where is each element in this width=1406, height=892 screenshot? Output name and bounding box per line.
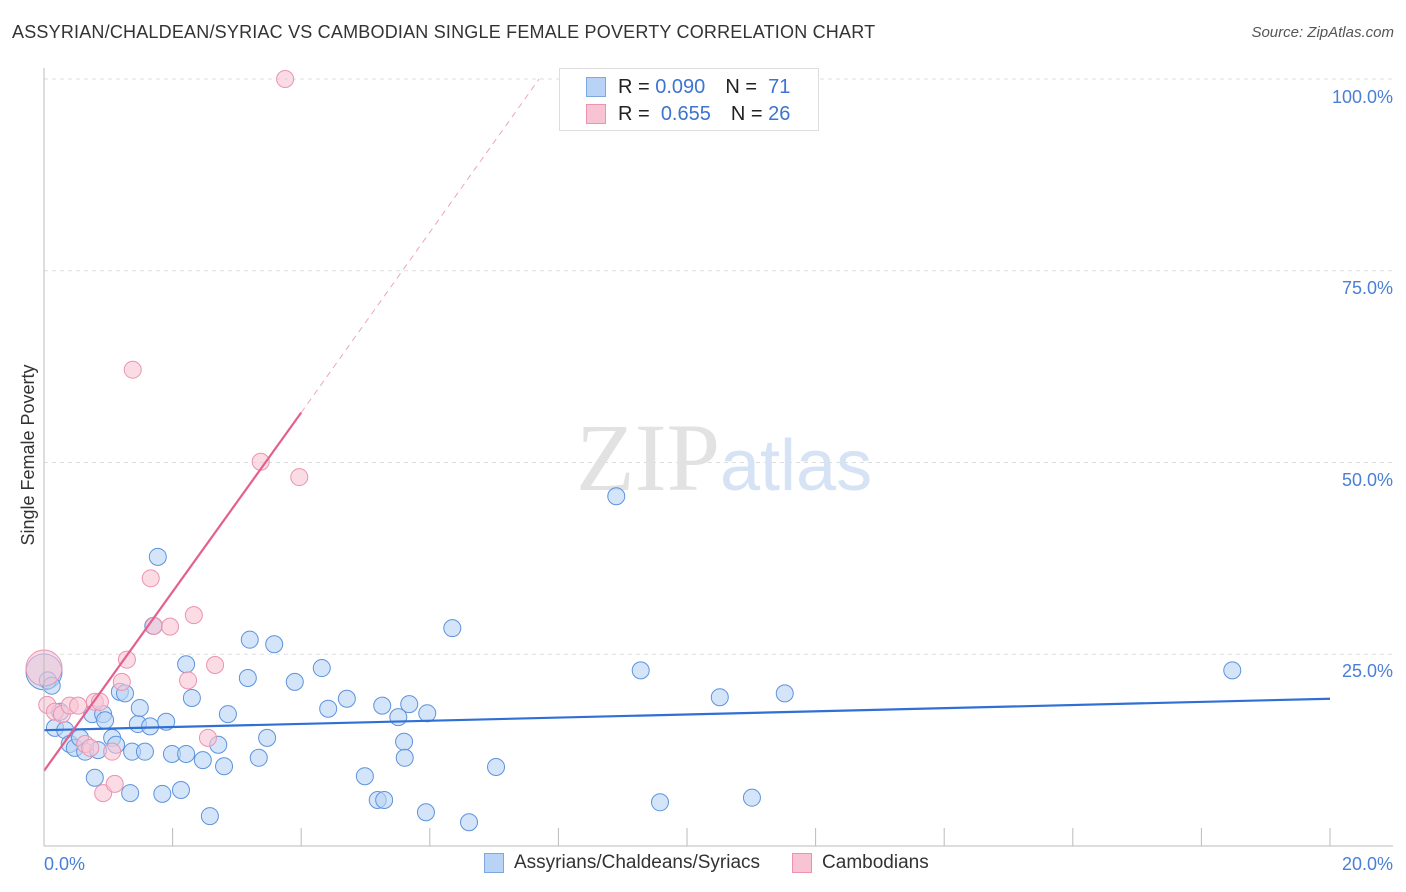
stats-legend: R = 0.090 N = 71 R = 0.655 N = 26 [559,68,819,131]
series-legend: Assyrians/Chaldeans/Syriacs Cambodians [484,852,929,874]
data-point [631,661,650,680]
data-point [200,807,219,826]
data-point [337,689,356,708]
data-point [177,655,196,674]
x-tick-label-max: 20.0% [1342,854,1393,874]
data-point [96,711,115,730]
legend-row-assyrians: R = 0.090 N = 71 [586,74,790,100]
data-point [177,744,196,763]
data-point [81,738,100,757]
r-value: 0.090 [655,75,706,98]
data-point [650,793,669,812]
legend-row-cambodians: R = 0.655 N = 26 [586,101,790,127]
data-point [112,672,131,691]
data-point [184,606,203,625]
data-point [123,360,142,379]
data-point [238,669,257,688]
r-label: R = [618,102,650,125]
data-point [206,655,225,674]
data-point [135,742,154,761]
blue-swatch-icon [586,77,606,97]
series-cambodians [25,70,309,803]
trend-line-1 [43,412,303,772]
r-value: 0.655 [660,102,711,125]
legend-label-assyrians: Assyrians/Chaldeans/Syriacs [514,852,761,873]
data-point [182,688,201,707]
data-point [117,650,136,669]
data-point [198,728,217,747]
data-point [607,487,626,506]
n-label: N = [725,75,757,98]
r-label: R = [618,75,650,98]
blue-swatch-icon [484,853,504,873]
axes [43,68,1393,847]
trend-lines [43,78,1331,772]
data-point [276,70,295,88]
trend-line-0 [43,697,1331,732]
data-point [258,728,277,747]
n-value: 71 [768,75,791,98]
data-point [153,784,172,803]
pink-swatch-icon [586,104,606,124]
data-point [742,788,761,807]
data-point [443,619,462,638]
data-point [312,659,331,678]
pink-swatch-icon [792,853,813,873]
data-point [85,768,104,787]
chart-title: ASSYRIAN/CHALDEAN/SYRIAC VS CAMBODIAN SI… [12,22,876,42]
data-point [710,688,729,707]
n-value: 26 [768,102,791,125]
data-point [418,704,437,723]
data-point [400,695,419,714]
data-point [373,696,392,715]
data-point [416,803,435,822]
data-point [69,696,88,715]
data-point [215,757,234,776]
n-label: N = [730,102,763,125]
legend-label-cambodians: Cambodians [822,852,929,873]
data-point [193,751,212,770]
data-point [285,672,304,691]
data-point [775,684,794,703]
data-point [105,774,124,793]
data-point [319,699,338,718]
y-tick-label-75: 75.0% [1342,278,1393,298]
data-point [375,790,394,809]
data-point [103,742,122,761]
data-point [148,547,167,566]
data-point [161,617,180,636]
x-tick-label-min: 0.0% [44,854,85,874]
data-point [130,698,149,717]
data-point [179,671,198,690]
data-point [355,767,374,786]
data-point [395,732,414,751]
watermark-atlas: atlas [720,426,872,506]
y-tick-label-25: 25.0% [1342,661,1393,681]
y-tick-label-50: 50.0% [1342,470,1393,490]
data-point [487,757,506,776]
data-point [121,784,140,803]
y-tick-label-100: 100.0% [1332,87,1393,107]
data-point [141,569,160,588]
data-point [218,705,237,724]
data-point [265,635,284,654]
data-point [460,813,479,832]
trend-line-extension [300,78,540,413]
watermark-zip: ZIP [576,404,720,511]
data-point [395,748,414,767]
data-point [249,748,268,767]
source-label: Source: ZipAtlas.com [1251,24,1394,41]
data-point [240,630,259,649]
y-axis-title: Single Female Poverty [18,364,38,545]
data-point [171,781,190,800]
data-point [290,468,309,487]
gridlines [44,78,1393,655]
data-point [1223,661,1242,680]
